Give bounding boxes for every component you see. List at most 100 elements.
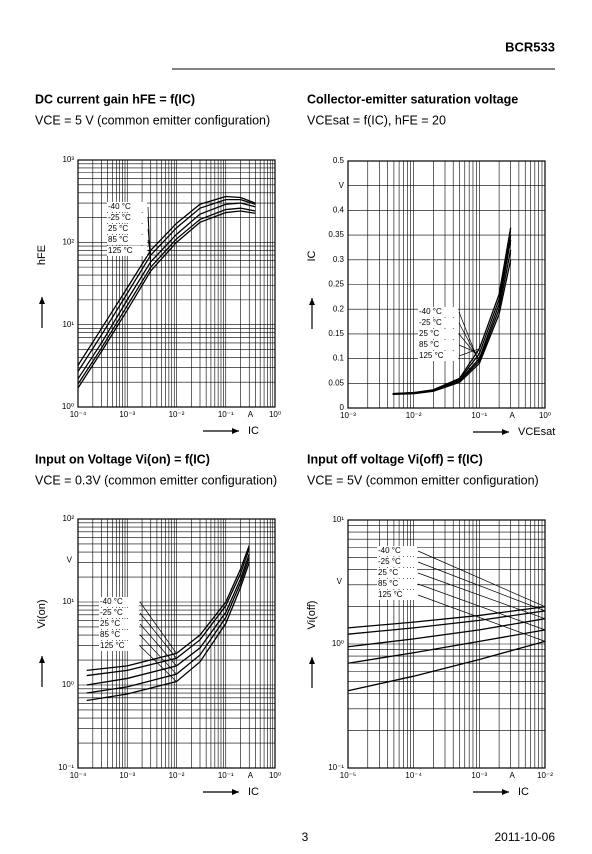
leader-line [417,572,546,620]
y-arrow-head [39,297,45,304]
y-tick-label: 10⁰ [62,680,74,689]
leader-line [139,623,177,667]
curve [347,618,546,648]
curve [77,195,256,366]
x-tick-label: 10⁻³ [340,411,356,420]
curve-label: -40 °C [378,546,401,555]
y-axis-label: Vi(off) [306,601,318,630]
x-tick-label: 10⁻² [169,410,185,419]
x-axis-label: IC [248,425,259,437]
label-bg [418,318,458,328]
label-bg [107,224,147,234]
label-bg [377,557,417,567]
x-tick-label: 10⁻⁴ [70,771,87,780]
curve-label: -25 °C [100,608,123,617]
leader-line [417,550,546,607]
x-axis-label: IC [248,786,259,798]
y-tick-label: 0.2 [333,304,345,313]
page-number: 3 [302,830,309,844]
leader-line [147,249,151,252]
x-tick-label: 10⁻¹ [218,771,234,780]
curve-label: -40 °C [100,597,123,606]
y-tick-label: 0.25 [328,280,344,289]
leader-line [458,344,480,354]
leader-line [139,612,177,659]
curve-label: -25 °C [378,557,401,566]
date: 2011-10-06 [495,830,556,844]
x-tick-label: 10⁰ [269,771,281,780]
curve [347,606,546,629]
leader-line [147,239,152,256]
x-unit: A [509,771,515,780]
plot-frame [347,160,546,409]
label-bg [99,597,139,607]
curve-label: -40 °C [419,307,442,316]
chart-title: Input off voltage Vi(off) = f(IC) [307,452,483,466]
y-tick-label: 0.15 [328,329,344,338]
label-bg [418,351,458,361]
y-tick-label: 10⁻¹ [328,763,344,772]
label-bg [107,246,147,256]
chart-subtitle: VCE = 5V (common emitter configuration) [307,473,539,487]
chart-title: DC current gain hFE = f(IC) [35,92,195,106]
x-tick-label: 10⁻³ [471,771,487,780]
curve-label: 85 °C [108,235,128,244]
y-unit: V [337,577,343,586]
curve-label: -40 °C [108,202,131,211]
curve [392,227,512,395]
y-tick-label: 10⁰ [332,639,344,648]
leader-line [139,645,177,682]
plot-frame [347,519,546,769]
plot-frame [77,159,276,408]
y-tick-label: 0 [340,403,345,412]
curve-label: 85 °C [419,340,439,349]
chart-title: Input on Voltage Vi(on) = f(IC) [35,452,210,466]
x-tick-label: 10⁻² [406,411,422,420]
y-tick-label: 0.05 [328,378,344,387]
curve-label: 25 °C [378,568,398,577]
y-unit: V [67,556,73,565]
x-tick-label: 10⁻¹ [218,410,234,419]
leader-line [417,561,546,612]
curve-label: 125 °C [378,590,403,599]
y-tick-label: 10² [62,237,74,246]
leader-line [139,601,177,654]
y-arrow-head [309,298,315,305]
label-bg [377,590,417,600]
x-tick-label: 10⁻⁴ [70,410,87,419]
y-arrow-head [39,656,45,663]
curve [86,548,250,677]
chart-title: Collector-emitter saturation voltage [307,92,518,106]
label-bg [418,329,458,339]
label-bg [99,641,139,651]
y-tick-label: 10¹ [62,320,74,329]
x-unit: A [248,771,254,780]
y-tick-label: 10² [62,514,74,523]
x-tick-label: 10⁻² [537,771,553,780]
y-tick-label: 10¹ [332,515,344,524]
x-tick-label: 10⁻¹ [471,411,487,420]
chart-subtitle: VCE = 0.3V (common emitter configuration… [35,473,277,487]
chart-subtitle: VCE = 5 V (common emitter configuration) [35,113,270,127]
part-number: BCR533 [505,39,555,54]
label-bg [377,546,417,556]
y-tick-label: 10⁻¹ [58,763,74,772]
leader-line [417,583,546,631]
x-tick-label: 10⁻⁵ [340,771,356,780]
curve-label: 85 °C [100,630,120,639]
curve [86,553,250,686]
curve-label: 125 °C [108,246,133,255]
label-bg [107,202,147,212]
x-arrow-head [232,428,239,434]
curve [86,562,250,702]
label-bg [377,579,417,589]
curve-label: 125 °C [100,641,125,650]
label-bg [99,630,139,640]
curve-label: 85 °C [378,579,398,588]
x-tick-label: 10⁻³ [119,771,135,780]
curve [77,198,256,372]
y-tick-label: 0.3 [333,255,345,264]
curve [347,629,546,664]
leader-line [417,594,546,642]
label-bg [99,619,139,629]
